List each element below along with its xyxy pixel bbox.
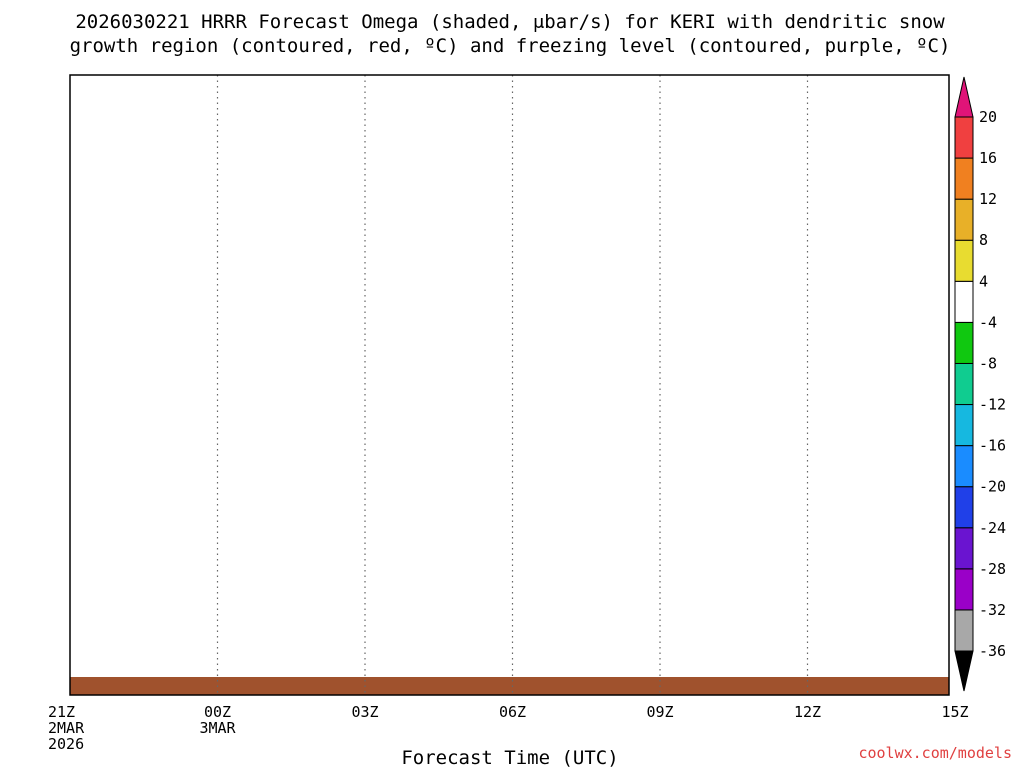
colorbar-swatch <box>954 486 974 529</box>
colorbar-tick-label: 16 <box>979 149 997 167</box>
x-tick-label: 09Z <box>646 703 673 721</box>
colorbar-tick-label: -8 <box>979 354 997 372</box>
x-tick-label: 2MAR <box>48 719 85 737</box>
colorbar-swatch <box>954 527 974 570</box>
colorbar-swatch <box>954 198 974 241</box>
chart-title-line2: growth region (contoured, red, ºC) and f… <box>70 35 951 57</box>
ground-surface <box>70 677 949 695</box>
colorbar-swatch <box>954 568 974 611</box>
plot-area: -18-18-12-12000 <box>70 75 949 695</box>
colorbar-tick-label: -16 <box>979 437 1006 455</box>
credit-text: coolwx.com/models <box>858 744 1012 762</box>
colorbar-tick-label: 12 <box>979 190 997 208</box>
colorbar-tick-label: 20 <box>979 108 997 126</box>
x-tick-label: 15Z <box>941 703 968 721</box>
x-axis-label: Forecast Time (UTC) <box>401 747 618 768</box>
x-tick-label: 03Z <box>351 703 378 721</box>
colorbar-tick-label: -4 <box>979 313 997 331</box>
colorbar-swatch <box>954 116 974 159</box>
colorbar-swatch <box>954 321 974 364</box>
colorbar-swatch <box>954 280 974 323</box>
colorbar-swatch <box>954 609 974 652</box>
colorbar-tick-label: -24 <box>979 519 1006 537</box>
chart-title-line1: 2026030221 HRRR Forecast Omega (shaded, … <box>75 11 945 33</box>
colorbar-swatch <box>954 404 974 447</box>
x-tick-label: 00Z <box>204 703 231 721</box>
x-tick-label: 21Z <box>48 703 75 721</box>
colorbar-tick-label: -20 <box>979 478 1006 496</box>
colorbar-tick-label: 4 <box>979 272 988 290</box>
colorbar-tick-label: -28 <box>979 560 1006 578</box>
colorbar: -36 -32 -28 -24 -20 -16 -12 -8 -4 4 8 12 16 20 <box>954 76 1006 692</box>
x-tick-label: 12Z <box>794 703 821 721</box>
colorbar-swatch <box>954 157 974 200</box>
colorbar-upper-arrow <box>954 76 974 118</box>
colorbar-swatch <box>954 445 974 488</box>
x-tick-label: 3MAR <box>199 719 236 737</box>
colorbar-tick-label: -36 <box>979 642 1006 660</box>
colorbar-swatch <box>954 362 974 406</box>
x-tick-label: 2026 <box>48 735 84 753</box>
colorbar-tick-label: -12 <box>979 396 1006 414</box>
colorbar-tick-label: -32 <box>979 601 1006 619</box>
colorbar-swatch <box>954 239 974 282</box>
plot-frame <box>69 74 950 696</box>
colorbar-tick-label: 8 <box>979 231 988 249</box>
x-tick-label: 06Z <box>499 703 526 721</box>
